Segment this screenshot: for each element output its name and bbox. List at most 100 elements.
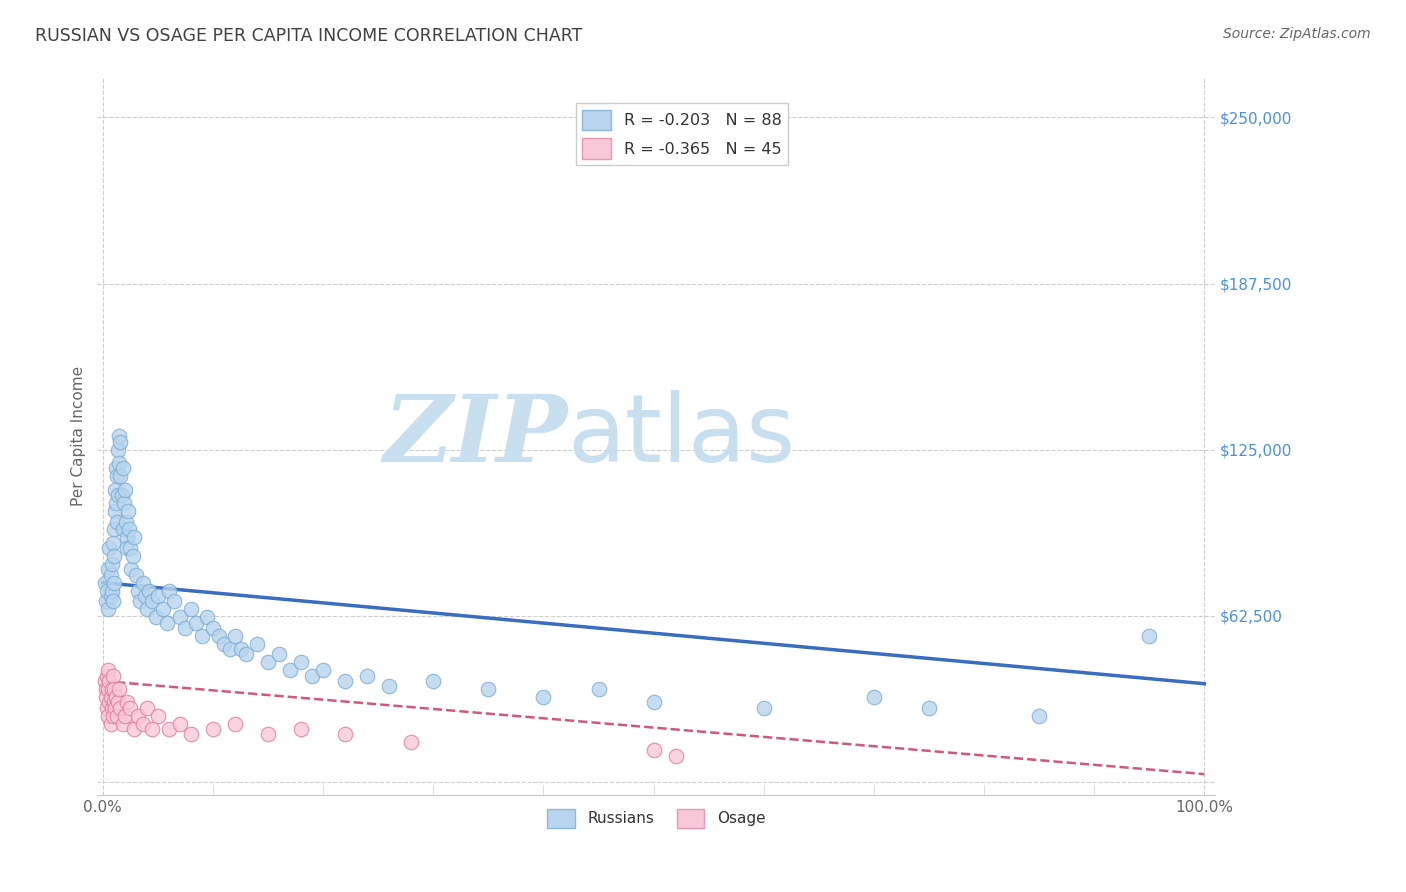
Point xyxy=(229,642,252,657)
Point xyxy=(152,602,174,616)
Point xyxy=(105,496,128,510)
Point xyxy=(301,669,323,683)
Point xyxy=(110,488,132,502)
Point xyxy=(127,583,149,598)
Point xyxy=(156,615,179,630)
Point xyxy=(100,583,122,598)
Point xyxy=(107,442,129,457)
Point xyxy=(111,716,134,731)
Point xyxy=(356,669,378,683)
Point xyxy=(122,722,145,736)
Point xyxy=(120,700,142,714)
Point xyxy=(157,583,180,598)
Point xyxy=(97,562,120,576)
Point xyxy=(180,602,202,616)
Text: RUSSIAN VS OSAGE PER CAPITA INCOME CORRELATION CHART: RUSSIAN VS OSAGE PER CAPITA INCOME CORRE… xyxy=(35,27,582,45)
Point xyxy=(110,434,132,449)
Point xyxy=(104,504,127,518)
Legend: Russians, Osage: Russians, Osage xyxy=(541,803,772,834)
Point xyxy=(98,695,121,709)
Point xyxy=(146,708,169,723)
Point xyxy=(588,681,610,696)
Point xyxy=(118,523,141,537)
Point xyxy=(98,541,121,555)
Point xyxy=(103,549,125,563)
Point xyxy=(131,575,153,590)
Text: ZIP: ZIP xyxy=(382,392,567,482)
Point xyxy=(378,679,401,693)
Point xyxy=(108,456,131,470)
Point xyxy=(105,708,128,723)
Point xyxy=(174,621,197,635)
Point xyxy=(115,515,138,529)
Point xyxy=(138,583,160,598)
Point xyxy=(115,541,138,555)
Point xyxy=(257,656,280,670)
Point xyxy=(101,594,124,608)
Point xyxy=(312,664,335,678)
Text: atlas: atlas xyxy=(567,391,796,483)
Point xyxy=(96,700,118,714)
Point xyxy=(157,722,180,736)
Y-axis label: Per Capita Income: Per Capita Income xyxy=(72,367,86,507)
Point xyxy=(918,700,941,714)
Point xyxy=(97,664,120,678)
Point xyxy=(1137,629,1160,643)
Point xyxy=(111,461,134,475)
Point xyxy=(269,648,291,662)
Point xyxy=(96,669,118,683)
Point xyxy=(105,690,128,704)
Point xyxy=(197,610,219,624)
Point xyxy=(131,716,153,731)
Point xyxy=(163,594,186,608)
Point xyxy=(752,700,775,714)
Point xyxy=(97,602,120,616)
Point xyxy=(129,594,152,608)
Point xyxy=(94,575,117,590)
Point xyxy=(224,629,246,643)
Point xyxy=(278,664,301,678)
Point xyxy=(96,690,118,704)
Point xyxy=(105,469,128,483)
Text: Source: ZipAtlas.com: Source: ZipAtlas.com xyxy=(1223,27,1371,41)
Point xyxy=(122,531,145,545)
Point xyxy=(218,642,240,657)
Point xyxy=(121,549,143,563)
Point xyxy=(125,567,148,582)
Point xyxy=(103,523,125,537)
Point xyxy=(96,583,118,598)
Point xyxy=(120,541,142,555)
Point xyxy=(257,727,280,741)
Point xyxy=(134,589,156,603)
Point xyxy=(335,727,357,741)
Point xyxy=(643,695,665,709)
Point xyxy=(107,695,129,709)
Point xyxy=(111,523,134,537)
Point xyxy=(169,610,191,624)
Point xyxy=(235,648,257,662)
Point xyxy=(665,748,688,763)
Point xyxy=(863,690,886,704)
Point xyxy=(141,594,163,608)
Point xyxy=(103,681,125,696)
Point xyxy=(135,700,157,714)
Point xyxy=(105,515,128,529)
Point xyxy=(290,722,312,736)
Point xyxy=(104,483,127,497)
Point xyxy=(201,722,224,736)
Point xyxy=(100,681,122,696)
Point xyxy=(207,629,229,643)
Point xyxy=(121,562,143,576)
Point xyxy=(127,708,149,723)
Point xyxy=(101,535,124,549)
Point xyxy=(477,681,499,696)
Point xyxy=(246,637,269,651)
Point xyxy=(422,674,444,689)
Point xyxy=(104,700,127,714)
Point xyxy=(96,594,118,608)
Point xyxy=(643,743,665,757)
Point xyxy=(212,637,235,651)
Point xyxy=(191,629,214,643)
Point xyxy=(180,727,202,741)
Point xyxy=(141,722,163,736)
